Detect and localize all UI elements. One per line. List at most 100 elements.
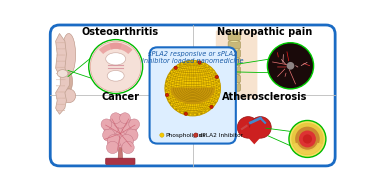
Circle shape bbox=[110, 113, 121, 124]
Circle shape bbox=[194, 75, 196, 76]
Circle shape bbox=[205, 72, 206, 74]
Circle shape bbox=[209, 90, 211, 91]
Circle shape bbox=[172, 87, 173, 88]
Circle shape bbox=[218, 92, 219, 93]
Ellipse shape bbox=[230, 65, 239, 68]
Circle shape bbox=[183, 76, 184, 77]
Circle shape bbox=[291, 123, 324, 155]
Circle shape bbox=[204, 71, 205, 72]
Circle shape bbox=[213, 94, 214, 95]
Circle shape bbox=[194, 105, 195, 106]
Circle shape bbox=[179, 71, 180, 73]
Circle shape bbox=[61, 104, 62, 105]
Circle shape bbox=[211, 81, 212, 82]
Circle shape bbox=[210, 105, 213, 109]
Circle shape bbox=[178, 73, 179, 74]
Circle shape bbox=[203, 77, 204, 78]
Circle shape bbox=[193, 101, 194, 102]
Circle shape bbox=[199, 82, 200, 83]
Circle shape bbox=[184, 101, 185, 103]
Circle shape bbox=[165, 87, 167, 89]
Circle shape bbox=[56, 98, 57, 99]
Circle shape bbox=[197, 86, 198, 87]
Circle shape bbox=[211, 87, 212, 88]
Circle shape bbox=[196, 101, 197, 102]
Circle shape bbox=[215, 100, 217, 102]
Circle shape bbox=[58, 98, 59, 99]
Circle shape bbox=[64, 104, 65, 105]
Circle shape bbox=[63, 73, 64, 74]
Circle shape bbox=[189, 70, 190, 71]
Circle shape bbox=[60, 42, 61, 43]
Circle shape bbox=[180, 85, 181, 86]
Circle shape bbox=[216, 93, 217, 94]
Ellipse shape bbox=[230, 32, 239, 34]
Circle shape bbox=[193, 74, 194, 75]
Circle shape bbox=[173, 93, 174, 94]
Circle shape bbox=[167, 89, 168, 90]
Circle shape bbox=[204, 71, 205, 73]
Circle shape bbox=[56, 85, 57, 86]
Circle shape bbox=[196, 70, 197, 71]
Circle shape bbox=[197, 77, 199, 78]
Circle shape bbox=[218, 87, 219, 88]
Circle shape bbox=[189, 73, 190, 74]
Wedge shape bbox=[99, 43, 133, 54]
Circle shape bbox=[120, 113, 130, 124]
Circle shape bbox=[206, 65, 208, 67]
Ellipse shape bbox=[57, 70, 68, 77]
Circle shape bbox=[202, 100, 203, 101]
Circle shape bbox=[218, 90, 219, 91]
Circle shape bbox=[62, 79, 63, 80]
Circle shape bbox=[63, 79, 64, 80]
Circle shape bbox=[63, 42, 64, 43]
Circle shape bbox=[56, 79, 57, 80]
Circle shape bbox=[299, 130, 316, 147]
Circle shape bbox=[56, 67, 57, 68]
Polygon shape bbox=[239, 127, 270, 144]
Circle shape bbox=[191, 79, 192, 80]
Circle shape bbox=[193, 70, 194, 71]
Circle shape bbox=[203, 79, 204, 80]
Circle shape bbox=[185, 61, 187, 64]
Circle shape bbox=[196, 79, 197, 81]
Circle shape bbox=[183, 71, 185, 72]
Circle shape bbox=[63, 61, 64, 62]
Circle shape bbox=[190, 99, 191, 100]
Circle shape bbox=[197, 78, 199, 79]
Circle shape bbox=[182, 84, 183, 86]
Circle shape bbox=[193, 75, 194, 77]
Circle shape bbox=[174, 91, 175, 92]
Circle shape bbox=[287, 62, 294, 70]
Ellipse shape bbox=[230, 48, 239, 51]
Circle shape bbox=[216, 81, 217, 83]
Circle shape bbox=[186, 77, 187, 78]
Circle shape bbox=[170, 70, 173, 73]
Ellipse shape bbox=[62, 89, 76, 103]
Circle shape bbox=[122, 141, 134, 154]
Circle shape bbox=[215, 74, 217, 77]
Circle shape bbox=[203, 92, 204, 93]
Circle shape bbox=[194, 76, 195, 77]
Text: Osteoarthritis: Osteoarthritis bbox=[82, 26, 159, 36]
Circle shape bbox=[184, 101, 185, 102]
Circle shape bbox=[194, 104, 196, 105]
Circle shape bbox=[57, 98, 58, 99]
Circle shape bbox=[173, 77, 174, 78]
Circle shape bbox=[189, 75, 190, 76]
Circle shape bbox=[189, 105, 190, 106]
Circle shape bbox=[205, 73, 206, 74]
Circle shape bbox=[190, 97, 191, 98]
Circle shape bbox=[177, 101, 179, 103]
Circle shape bbox=[176, 95, 177, 96]
Circle shape bbox=[203, 101, 204, 103]
Ellipse shape bbox=[65, 72, 73, 91]
Circle shape bbox=[165, 83, 168, 85]
Circle shape bbox=[202, 76, 203, 77]
Ellipse shape bbox=[230, 82, 239, 85]
Circle shape bbox=[186, 75, 187, 77]
Circle shape bbox=[303, 134, 312, 144]
Circle shape bbox=[173, 67, 176, 70]
Circle shape bbox=[61, 48, 62, 49]
Circle shape bbox=[206, 109, 208, 112]
